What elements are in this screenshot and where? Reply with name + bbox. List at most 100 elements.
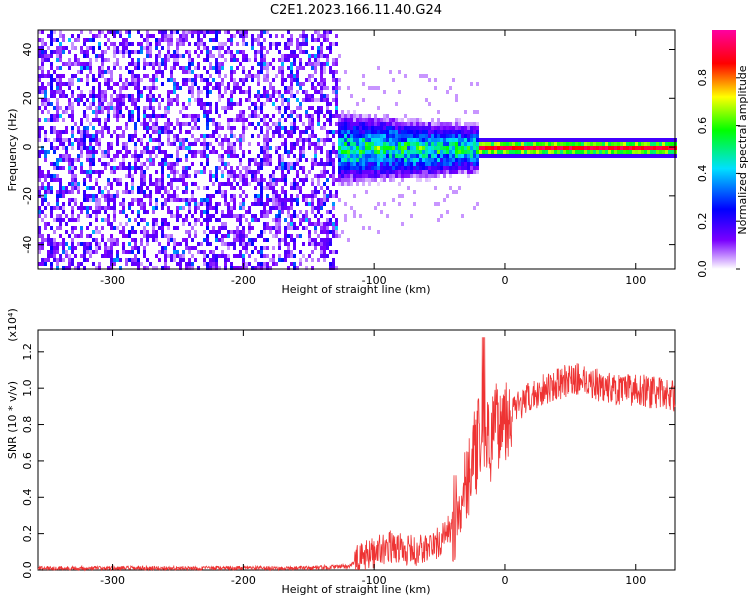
heatmap-cell: [395, 170, 398, 174]
heatmap-cell: [95, 94, 98, 98]
heatmap-cell: [293, 182, 296, 186]
heatmap-cell: [218, 46, 221, 50]
heatmap-cell: [263, 202, 266, 206]
heatmap-cell: [407, 138, 410, 142]
heatmap-cell: [68, 254, 71, 258]
heatmap-cell: [362, 166, 365, 170]
heatmap-cell: [149, 182, 152, 186]
heatmap-cell: [212, 258, 215, 262]
heatmap-cell: [269, 94, 272, 98]
heatmap-cell: [272, 254, 275, 258]
heatmap-cell: [134, 142, 137, 146]
heatmap-cell: [341, 130, 344, 134]
heatmap-cell: [224, 42, 227, 46]
heatmap-cell: [614, 142, 617, 146]
heatmap-cell: [557, 146, 560, 150]
heatmap-cell: [128, 94, 131, 98]
heatmap-cell: [413, 130, 416, 134]
heatmap-cell: [455, 98, 458, 102]
heatmap-cell: [218, 126, 221, 130]
heatmap-cell: [314, 174, 317, 178]
heatmap-cell: [50, 250, 53, 254]
heatmap-cell: [458, 162, 461, 166]
heatmap-cell: [203, 218, 206, 222]
heatmap-cell: [134, 50, 137, 54]
heatmap-cell: [488, 150, 491, 154]
heatmap-cell: [275, 98, 278, 102]
heatmap-cell: [239, 146, 242, 150]
heatmap-cell: [50, 42, 53, 46]
heatmap-cell: [188, 90, 191, 94]
heatmap-cell: [329, 66, 332, 70]
heatmap-cell: [428, 154, 431, 158]
heatmap-cell: [68, 106, 71, 110]
heatmap-cell: [110, 70, 113, 74]
heatmap-cell: [164, 246, 167, 250]
heatmap-cell: [38, 214, 41, 218]
heatmap-cell: [41, 202, 44, 206]
heatmap-cell: [254, 238, 257, 242]
heatmap-cell: [362, 150, 365, 154]
heatmap-cell: [212, 66, 215, 70]
heatmap-cell: [470, 82, 473, 86]
heatmap-cell: [284, 166, 287, 170]
heatmap-cell: [71, 34, 74, 38]
heatmap-cell: [314, 238, 317, 242]
heatmap-cell: [92, 50, 95, 54]
heatmap-cell: [476, 162, 479, 166]
heatmap-cell: [407, 158, 410, 162]
heatmap-cell: [227, 150, 230, 154]
heatmap-cell: [224, 214, 227, 218]
heatmap-cell: [308, 202, 311, 206]
heatmap-cell: [44, 58, 47, 62]
heatmap-cell: [74, 166, 77, 170]
heatmap-cell: [179, 158, 182, 162]
heatmap-cell: [377, 162, 380, 166]
heatmap-cell: [311, 134, 314, 138]
heatmap-cell: [176, 178, 179, 182]
heatmap-cell: [224, 74, 227, 78]
heatmap-cell: [242, 110, 245, 114]
heatmap-cell: [641, 150, 644, 154]
heatmap-cell: [107, 106, 110, 110]
heatmap-cell: [230, 150, 233, 154]
heatmap-cell: [83, 246, 86, 250]
heatmap-cell: [131, 226, 134, 230]
heatmap-cell: [425, 142, 428, 146]
heatmap-cell: [149, 234, 152, 238]
heatmap-cell: [215, 202, 218, 206]
heatmap-cell: [449, 174, 452, 178]
heatmap-cell: [419, 162, 422, 166]
heatmap-cell: [230, 146, 233, 150]
heatmap-cell: [89, 70, 92, 74]
heatmap-cell: [311, 122, 314, 126]
heatmap-cell: [326, 162, 329, 166]
heatmap-cell: [311, 94, 314, 98]
heatmap-cell: [104, 250, 107, 254]
heatmap-cell: [215, 170, 218, 174]
heatmap-cell: [59, 226, 62, 230]
heatmap-cell: [242, 182, 245, 186]
heatmap-cell: [176, 146, 179, 150]
heatmap-cell: [665, 142, 668, 146]
spectrogram-x-ticks: -300 -200 -100 0 100: [100, 30, 646, 287]
heatmap-cell: [650, 154, 653, 158]
heatmap-cell: [302, 218, 305, 222]
heatmap-cell: [317, 234, 320, 238]
heatmap-cell: [350, 178, 353, 182]
heatmap-cell: [344, 174, 347, 178]
heatmap-cell: [500, 146, 503, 150]
heatmap-cell: [389, 134, 392, 138]
heatmap-cell: [410, 154, 413, 158]
heatmap-cell: [236, 234, 239, 238]
heatmap-cell: [143, 174, 146, 178]
heatmap-cell: [269, 230, 272, 234]
heatmap-cell: [113, 202, 116, 206]
heatmap-cell: [200, 106, 203, 110]
heatmap-cell: [323, 82, 326, 86]
heatmap-cell: [128, 202, 131, 206]
heatmap-cell: [632, 146, 635, 150]
heatmap-cell: [122, 38, 125, 42]
heatmap-cell: [314, 190, 317, 194]
heatmap-cell: [287, 66, 290, 70]
